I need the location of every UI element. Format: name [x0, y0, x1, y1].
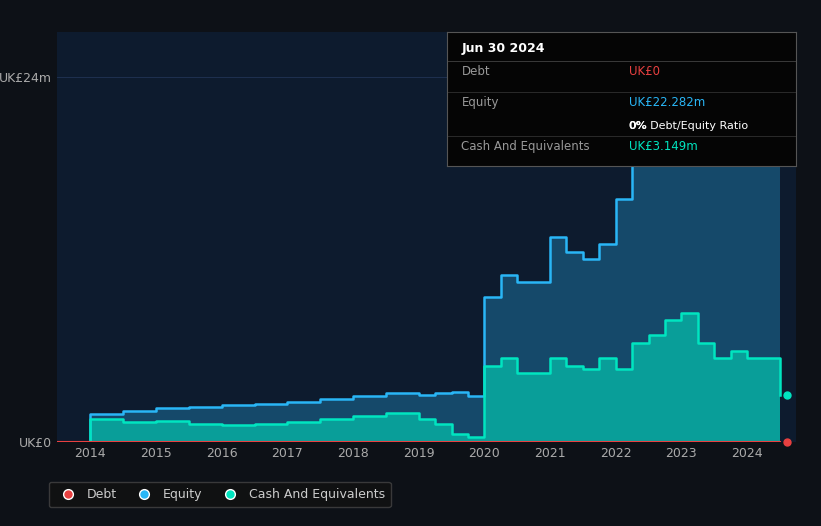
Text: 0% Debt/Equity Ratio: 0% Debt/Equity Ratio: [629, 122, 748, 132]
Text: UK£22.282m: UK£22.282m: [629, 96, 705, 109]
Text: Debt: Debt: [461, 65, 490, 78]
Text: Equity: Equity: [461, 96, 499, 109]
Text: Jun 30 2024: Jun 30 2024: [461, 42, 545, 55]
Text: 0%: 0%: [629, 122, 648, 132]
Text: UK£0: UK£0: [629, 65, 660, 78]
Text: UK£3.149m: UK£3.149m: [629, 140, 698, 153]
Text: Cash And Equivalents: Cash And Equivalents: [461, 140, 590, 153]
Legend: Debt, Equity, Cash And Equivalents: Debt, Equity, Cash And Equivalents: [49, 482, 391, 508]
